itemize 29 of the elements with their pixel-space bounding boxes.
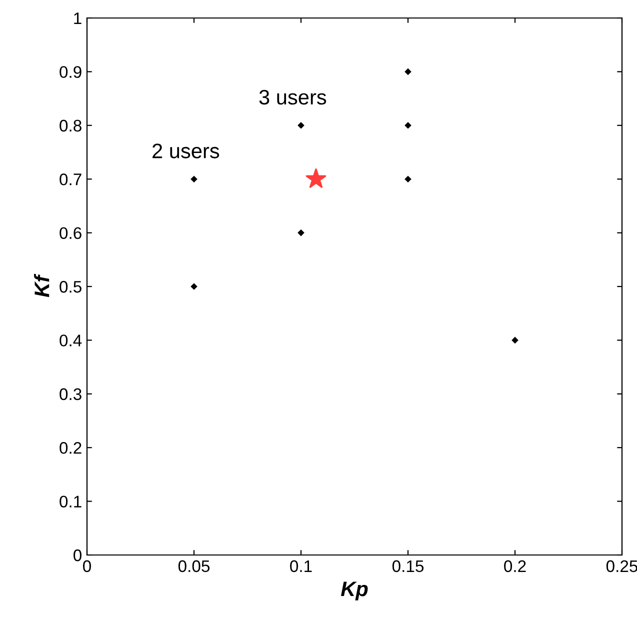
point bbox=[404, 122, 412, 129]
y-tick-label: 1 bbox=[74, 12, 82, 24]
annotation: 3 users bbox=[259, 90, 326, 105]
point bbox=[404, 176, 412, 182]
y-tick-label: 0.5 bbox=[60, 280, 82, 293]
y-axis-title: Kf bbox=[34, 274, 50, 298]
y-tick-label: 0.4 bbox=[60, 334, 82, 346]
x-tick-label: 0.2 bbox=[504, 560, 526, 572]
point bbox=[298, 122, 304, 129]
y-tick-label: 0.1 bbox=[60, 496, 82, 508]
x-tick-label: 0.1 bbox=[290, 560, 312, 572]
x-tick-label: 0.05 bbox=[178, 560, 210, 572]
annotation: 2 users bbox=[152, 144, 220, 158]
x-axis-title: Kp bbox=[340, 582, 368, 600]
x-tick-label: 0 bbox=[83, 560, 91, 572]
point bbox=[512, 336, 518, 344]
point bbox=[190, 176, 198, 182]
y-tick-label: 0.6 bbox=[60, 227, 82, 240]
point bbox=[298, 229, 304, 236]
y-tick-label: 0.7 bbox=[60, 174, 82, 186]
x-tick-label: 0.15 bbox=[392, 560, 424, 572]
point bbox=[190, 283, 198, 290]
y-tick-label: 0.8 bbox=[60, 120, 82, 132]
point bbox=[404, 68, 412, 76]
point bbox=[306, 168, 326, 188]
y-tick-label: 0.3 bbox=[60, 388, 82, 400]
y-tick-label: 0.2 bbox=[60, 442, 82, 454]
y-tick-label: 0 bbox=[74, 549, 82, 562]
y-tick-label: 0.9 bbox=[60, 66, 82, 78]
